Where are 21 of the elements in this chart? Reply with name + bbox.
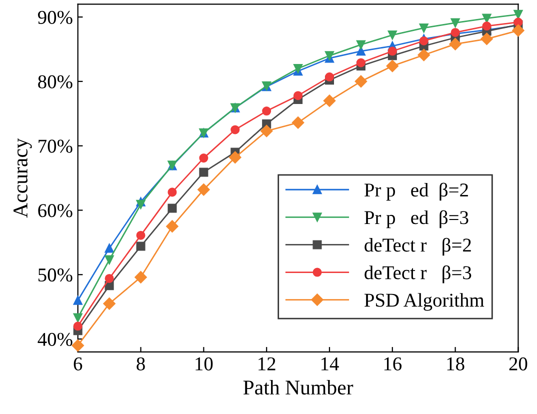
- y-tick-label: 80%: [38, 75, 72, 88]
- legend-label: deTect r β=3: [364, 265, 472, 284]
- x-tick-label: 16: [384, 357, 402, 370]
- y-tick-label: 50%: [38, 268, 72, 282]
- y-tick-label: 60%: [38, 204, 72, 218]
- legend-label: Pr p ed β=3: [364, 210, 468, 228]
- y-tick-label: 40%: [38, 332, 72, 346]
- x-tick-label: 14: [321, 357, 339, 370]
- x-tick-label: 6: [74, 357, 82, 370]
- x-tick-label: 10: [196, 357, 213, 370]
- x-tick-label: 18: [447, 357, 464, 370]
- x-tick-label: 8: [136, 357, 145, 370]
- x-axis-title: Path Number: [243, 380, 354, 395]
- y-tick-label: 70%: [38, 140, 72, 153]
- legend-label: Pr p ed β=2: [364, 182, 468, 201]
- y-axis-title: Accuracy: [14, 138, 32, 218]
- legend-label: deTect r β=2: [364, 238, 471, 256]
- x-tick-label: 20: [509, 357, 528, 370]
- x-tick-label: 12: [258, 357, 276, 370]
- y-tick-label: 90%: [38, 10, 72, 24]
- legend-label: PSD Algorithm: [364, 293, 484, 311]
